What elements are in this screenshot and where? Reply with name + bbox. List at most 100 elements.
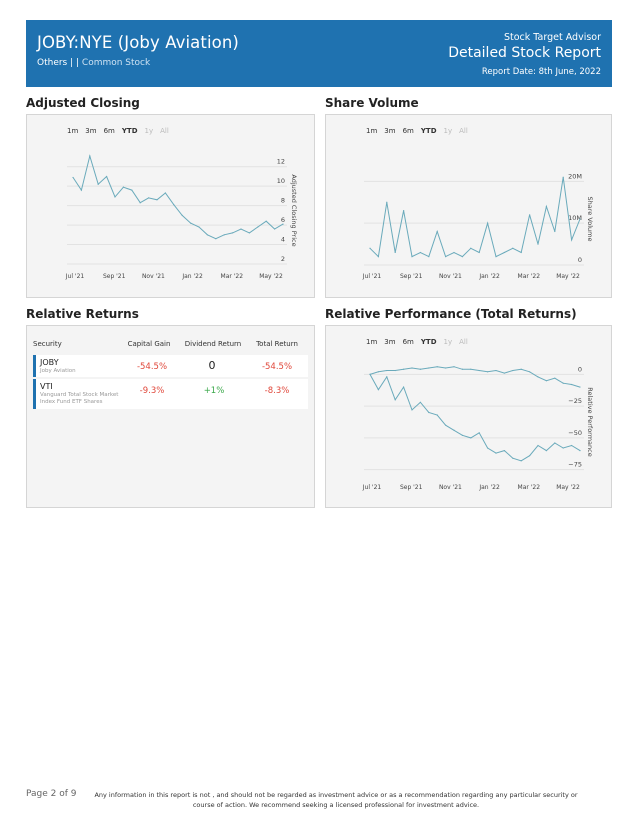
- report-header: JOBY:NYE (Joby Aviation) Others | | Comm…: [26, 20, 612, 87]
- data-point: [232, 232, 234, 234]
- data-point: [386, 201, 388, 203]
- data-point: [495, 452, 497, 454]
- data-point: [248, 232, 250, 234]
- data-point: [545, 205, 547, 208]
- range-button[interactable]: 3m: [85, 127, 97, 135]
- category-separator: | |: [67, 58, 82, 68]
- x-tick-label: Nov '21: [142, 273, 165, 280]
- data-point: [106, 175, 108, 178]
- range-button[interactable]: 1m: [366, 127, 378, 135]
- brand-name: Stock Target Advisor: [503, 32, 601, 43]
- data-point: [377, 371, 379, 373]
- category-label: Others: [37, 58, 68, 68]
- x-tick-label: Jul '21: [362, 273, 382, 280]
- data-point: [512, 457, 514, 459]
- range-button-disabled: 1y: [443, 127, 453, 135]
- range-button[interactable]: 3m: [384, 338, 396, 346]
- table-row: [33, 379, 308, 409]
- data-point: [164, 192, 166, 194]
- report-title: Detailed Stock Report: [448, 45, 601, 61]
- range-button-disabled: 1y: [144, 127, 154, 135]
- x-tick-label: Sep '21: [400, 273, 423, 280]
- range-button-selected[interactable]: YTD: [121, 127, 138, 135]
- data-point: [529, 214, 531, 216]
- col-security: Security: [33, 340, 62, 348]
- data-point: [520, 251, 522, 254]
- data-point: [282, 223, 284, 225]
- data-point: [545, 449, 547, 452]
- data-point: [453, 429, 455, 431]
- y-tick-label: 8: [281, 197, 285, 205]
- range-button[interactable]: 1m: [366, 338, 378, 346]
- y-tick-label: −75: [568, 461, 582, 469]
- x-tick-label: Sep '21: [400, 484, 423, 491]
- data-point: [461, 434, 463, 436]
- x-tick-label: Sep '21: [103, 273, 126, 280]
- range-button-disabled: All: [459, 127, 468, 135]
- data-point: [215, 238, 217, 240]
- data-point: [461, 368, 463, 370]
- col-capital-gain: Capital Gain: [127, 340, 171, 348]
- dividend-return-value: 0: [208, 359, 216, 372]
- range-button[interactable]: 6m: [402, 338, 414, 346]
- data-point: [571, 239, 573, 241]
- dividend-return-value: +1%: [203, 386, 225, 396]
- range-button-selected[interactable]: YTD: [420, 338, 437, 346]
- x-tick-label: Nov '21: [439, 273, 462, 280]
- stock-type-link[interactable]: Common Stock: [81, 58, 151, 68]
- data-point: [411, 367, 413, 369]
- returns-table: Security Capital Gain Dividend Return To…: [32, 336, 308, 352]
- data-point: [206, 234, 208, 236]
- security-symbol[interactable]: JOBY: [40, 358, 59, 367]
- data-point: [571, 444, 573, 447]
- data-point: [512, 369, 514, 372]
- range-button[interactable]: 1m: [67, 127, 79, 135]
- x-tick-label: May '22: [556, 484, 580, 491]
- data-point: [554, 230, 556, 233]
- data-point: [579, 218, 581, 220]
- range-button-disabled: All: [160, 127, 169, 135]
- range-button[interactable]: 6m: [402, 127, 414, 135]
- data-point: [386, 376, 388, 378]
- y-tick-label: 2: [281, 255, 285, 263]
- y-tick-label: 20M: [568, 172, 582, 180]
- data-point: [394, 369, 396, 372]
- data-point: [419, 251, 421, 254]
- security-symbol[interactable]: VTI: [40, 382, 53, 391]
- data-point: [503, 449, 505, 452]
- x-tick-label: Mar '22: [221, 273, 244, 280]
- capital-gain-value: -9.3%: [139, 386, 165, 396]
- data-point: [369, 247, 371, 249]
- range-button[interactable]: 3m: [384, 127, 396, 135]
- data-point: [537, 243, 539, 245]
- category-line: Others | | Common Stock: [37, 58, 150, 68]
- adjusted-closing-title: Adjusted Closing: [26, 96, 140, 110]
- x-tick-label: Jan '22: [478, 484, 500, 491]
- data-point: [181, 214, 183, 216]
- data-point: [537, 444, 539, 447]
- data-point: [80, 189, 82, 191]
- data-point: [579, 449, 581, 452]
- range-button-selected[interactable]: YTD: [420, 127, 437, 135]
- data-point: [470, 247, 472, 249]
- range-selector: 1m 3m 6m YTD 1y All: [366, 338, 475, 346]
- range-button[interactable]: 6m: [103, 127, 115, 135]
- data-point: [403, 368, 405, 370]
- relative-performance-panel: 1m 3m 6m YTD 1y All 0 −25 −50 −75 Jul '21 Sep '21 N…: [325, 325, 612, 508]
- y-axis-title: Adjusted Closing Price: [290, 174, 298, 246]
- data-point: [478, 369, 480, 372]
- data-point: [97, 183, 99, 185]
- data-point: [495, 256, 497, 258]
- share-volume-title: Share Volume: [325, 96, 419, 110]
- data-point: [122, 186, 124, 188]
- security-name: Vanguard Total Stock Market Index Fund E…: [40, 392, 119, 405]
- relative-returns-panel: [26, 325, 315, 508]
- data-point: [411, 256, 413, 258]
- data-point: [503, 251, 505, 254]
- data-point: [520, 460, 522, 462]
- page-number: Page 2 of 9: [26, 789, 77, 799]
- data-point: [265, 220, 267, 222]
- y-tick-label: 6: [281, 216, 285, 224]
- ticker-title: JOBY:NYE (Joby Aviation): [37, 33, 239, 52]
- share-volume-panel: 1m 3m 6m YTD 1y All 0 10M 20M Jul '21 Sep '21 Nov …: [325, 114, 612, 298]
